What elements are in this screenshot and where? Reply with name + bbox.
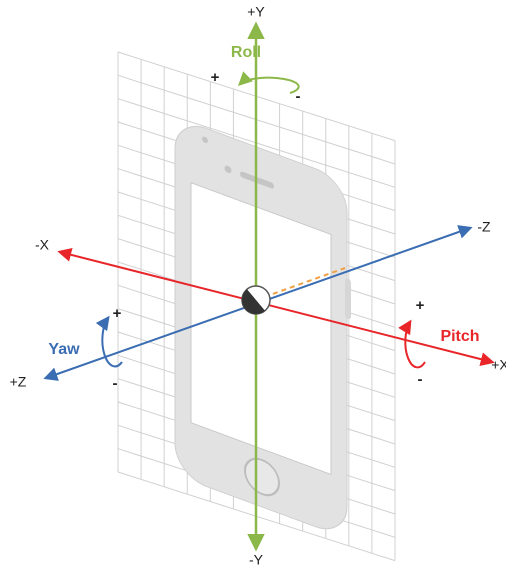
phone-screen bbox=[190, 181, 332, 476]
roll-arc bbox=[237, 71, 300, 94]
phone bbox=[174, 125, 351, 530]
side-button bbox=[345, 278, 351, 319]
rotation-label: Pitch bbox=[440, 328, 479, 345]
rotation-sign: + bbox=[211, 69, 220, 86]
axis-label: -X bbox=[35, 237, 50, 253]
rotation-label: Yaw bbox=[48, 341, 80, 358]
rotation-sign: - bbox=[113, 375, 118, 392]
axis-label: -Z bbox=[477, 219, 491, 235]
rotation-label: Roll bbox=[231, 44, 261, 61]
origin bbox=[241, 285, 271, 315]
rotation-sign: + bbox=[416, 297, 425, 314]
sensor bbox=[202, 136, 208, 144]
axis-label: +Z bbox=[10, 374, 27, 390]
axis-label: +X bbox=[491, 357, 506, 373]
yaw-arc bbox=[95, 315, 123, 368]
rotation-sign: - bbox=[296, 88, 301, 105]
axis-label: -Y bbox=[249, 552, 264, 568]
axis-label: +Y bbox=[247, 4, 265, 20]
rotation-sign: - bbox=[418, 371, 423, 388]
pitch-arc bbox=[398, 319, 426, 369]
origin-half bbox=[242, 289, 265, 314]
rotation-sign: + bbox=[113, 305, 122, 322]
camera bbox=[224, 165, 232, 174]
